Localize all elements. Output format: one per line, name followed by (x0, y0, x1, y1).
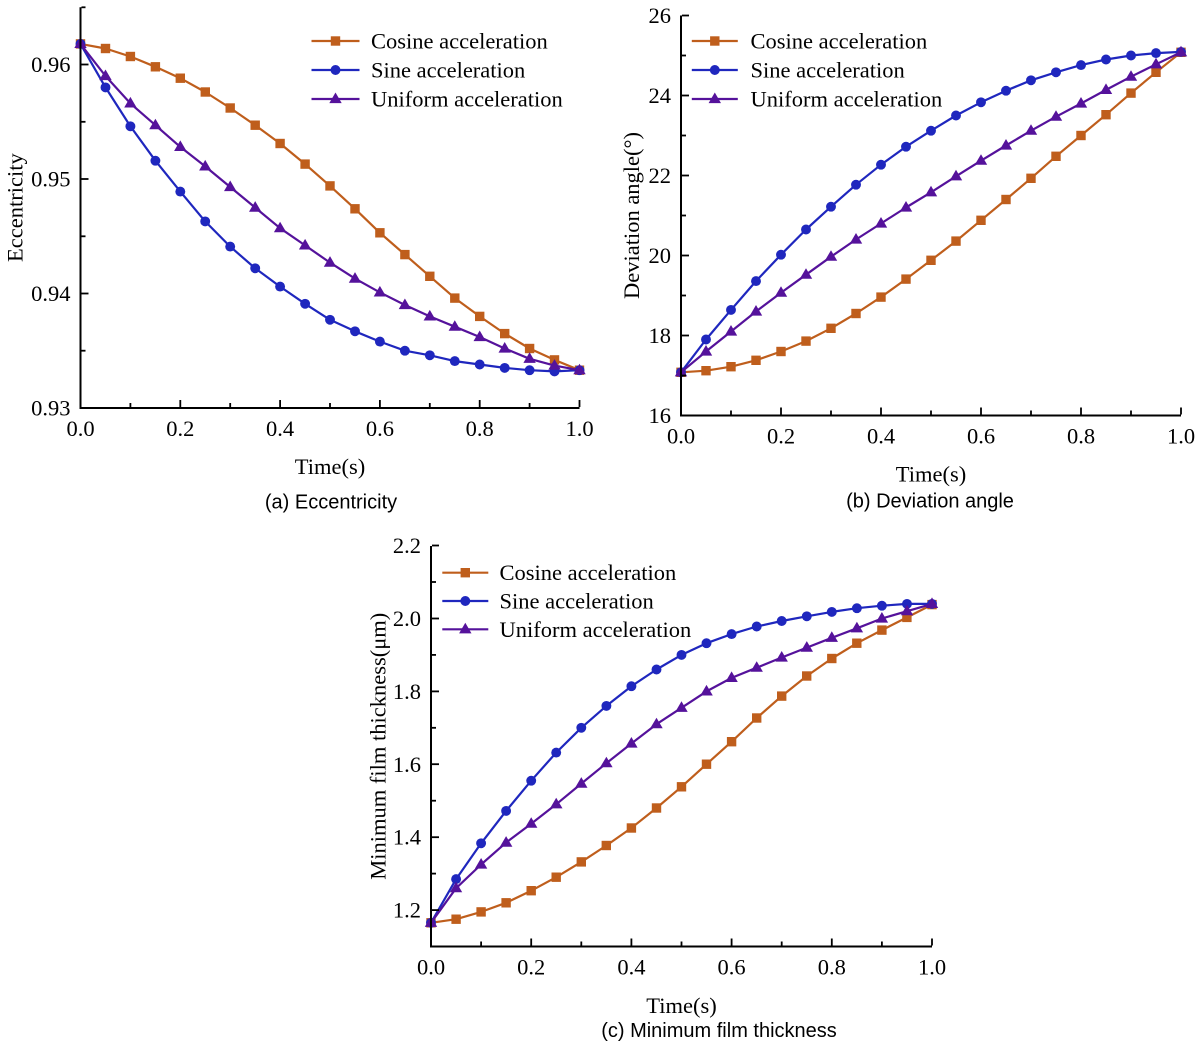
svg-text:24: 24 (649, 83, 672, 108)
svg-text:(b) Deviation angle: (b) Deviation angle (846, 491, 1014, 513)
svg-text:0.93: 0.93 (31, 396, 70, 421)
svg-text:0.0: 0.0 (66, 416, 94, 441)
svg-text:0.6: 0.6 (366, 416, 394, 441)
svg-text:2.2: 2.2 (393, 533, 421, 558)
svg-text:2.0: 2.0 (393, 606, 421, 631)
svg-text:Sine acceleration: Sine acceleration (500, 589, 654, 614)
svg-text:Cosine acceleration: Cosine acceleration (751, 29, 928, 54)
svg-text:0.96: 0.96 (31, 52, 70, 77)
svg-text:1.0: 1.0 (1167, 424, 1195, 449)
svg-text:0.0: 0.0 (667, 424, 695, 449)
svg-text:0.95: 0.95 (31, 167, 70, 192)
svg-text:1.0: 1.0 (565, 416, 593, 441)
svg-text:Sine acceleration: Sine acceleration (371, 58, 525, 83)
svg-text:0.0: 0.0 (417, 955, 445, 980)
svg-text:Time(s): Time(s) (646, 993, 716, 1018)
svg-text:Cosine acceleration: Cosine acceleration (371, 29, 548, 54)
svg-text:22: 22 (649, 163, 672, 188)
svg-text:0.2: 0.2 (517, 955, 545, 980)
svg-text:Deviation angle(°): Deviation angle(°) (619, 132, 644, 299)
svg-text:0.6: 0.6 (718, 955, 746, 980)
svg-text:0.8: 0.8 (818, 955, 846, 980)
svg-text:0.4: 0.4 (266, 416, 294, 441)
svg-text:1.6: 1.6 (393, 752, 421, 777)
svg-text:18: 18 (649, 323, 672, 348)
svg-text:Uniform acceleration: Uniform acceleration (500, 617, 692, 642)
svg-text:(c) Minimum film thickness: (c) Minimum film thickness (601, 1020, 837, 1042)
svg-text:20: 20 (649, 243, 672, 268)
svg-text:1.8: 1.8 (393, 679, 421, 704)
svg-text:26: 26 (649, 3, 672, 28)
svg-text:0.4: 0.4 (617, 955, 645, 980)
svg-text:0.8: 0.8 (1067, 424, 1095, 449)
svg-text:0.2: 0.2 (166, 416, 194, 441)
svg-text:16: 16 (649, 403, 672, 428)
svg-text:Cosine acceleration: Cosine acceleration (500, 560, 677, 585)
svg-text:0.6: 0.6 (967, 424, 995, 449)
svg-text:0.8: 0.8 (466, 416, 494, 441)
svg-text:Sine acceleration: Sine acceleration (751, 58, 905, 83)
svg-text:Uniform acceleration: Uniform acceleration (751, 87, 943, 112)
svg-text:0.4: 0.4 (867, 424, 895, 449)
svg-text:Minimum film thickness(μm): Minimum film thickness(μm) (366, 613, 391, 880)
svg-text:0.2: 0.2 (767, 424, 795, 449)
svg-text:1.2: 1.2 (393, 898, 421, 923)
svg-text:0.94: 0.94 (31, 281, 70, 306)
svg-text:Eccentricity: Eccentricity (2, 153, 27, 262)
svg-text:Time(s): Time(s) (295, 454, 365, 479)
svg-text:1.4: 1.4 (393, 825, 421, 850)
svg-text:(a) Eccentricity: (a) Eccentricity (265, 492, 397, 514)
svg-text:Uniform acceleration: Uniform acceleration (371, 87, 563, 112)
svg-text:Time(s): Time(s) (896, 462, 966, 487)
svg-text:1.0: 1.0 (918, 955, 946, 980)
